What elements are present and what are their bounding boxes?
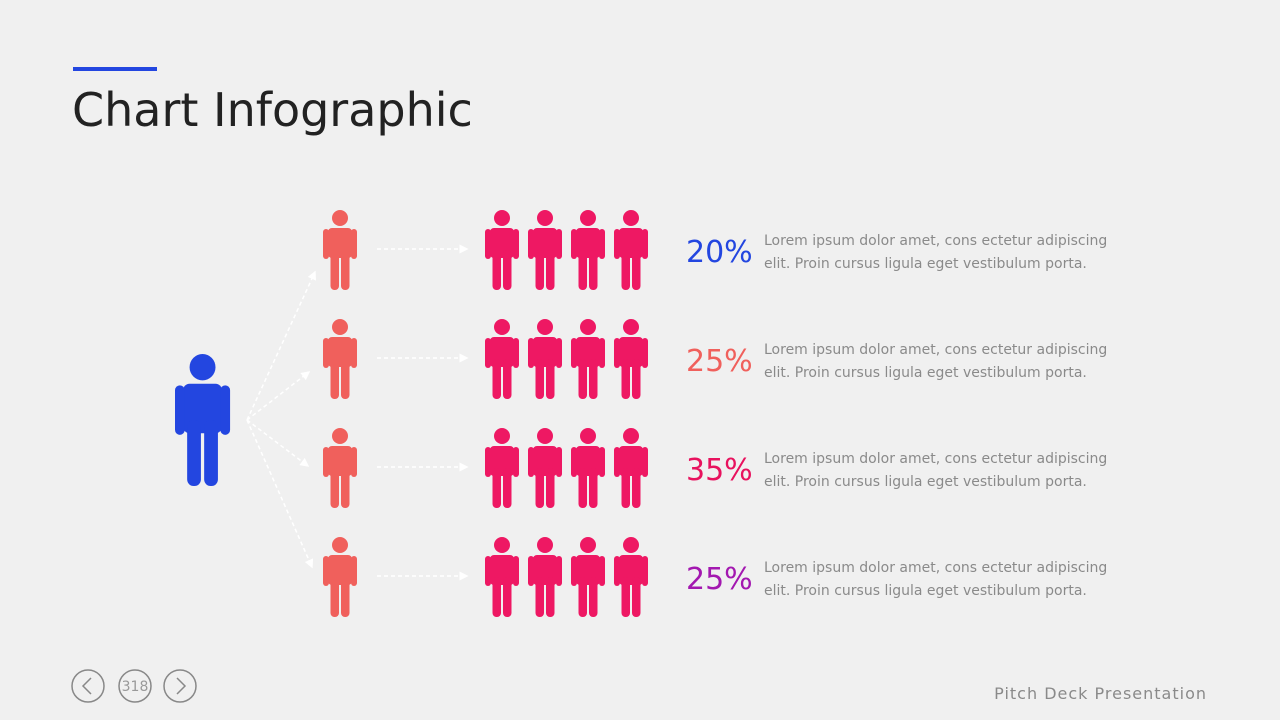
- member-person: [528, 537, 562, 617]
- brand: Pitch Deck Presentation: [994, 684, 1207, 703]
- description: Lorem ipsum dolor amet, cons ectetur adi…: [764, 342, 1107, 358]
- member-person: [571, 319, 605, 399]
- branch-arrow: [246, 419, 310, 467]
- page-number: 318: [122, 679, 149, 695]
- prev-button[interactable]: [71, 669, 105, 703]
- member-person: [485, 210, 519, 290]
- row: 20% Lorem ipsum dolor amet, cons ectetur …: [246, 210, 1107, 421]
- percent: 35%: [686, 453, 753, 488]
- branch-arrow: [246, 270, 316, 421]
- member-person: [571, 210, 605, 290]
- row: 25% Lorem ipsum dolor amet, cons ectetur …: [246, 419, 1107, 617]
- member-person: [614, 428, 648, 508]
- branch-arrow: [246, 419, 314, 569]
- row: 35% Lorem ipsum dolor amet, cons ectetur …: [246, 419, 1107, 508]
- next-button[interactable]: [163, 669, 197, 703]
- title: Chart Infographic: [72, 83, 473, 137]
- group-person: [323, 428, 357, 508]
- description: Lorem ipsum dolor amet, cons ectetur adi…: [764, 451, 1107, 467]
- member-person: [614, 537, 648, 617]
- percent: 25%: [686, 344, 753, 379]
- member-person: [614, 319, 648, 399]
- row: 25% Lorem ipsum dolor amet, cons ectetur …: [246, 319, 1107, 421]
- member-person: [485, 428, 519, 508]
- source-person: [175, 354, 231, 486]
- member-person: [485, 537, 519, 617]
- group-person: [323, 210, 357, 290]
- member-person: [528, 428, 562, 508]
- branch-arrow: [246, 371, 311, 421]
- member-person: [571, 537, 605, 617]
- description: Lorem ipsum dolor amet, cons ectetur adi…: [764, 233, 1107, 249]
- group-person: [323, 537, 357, 617]
- description: elit. Proin cursus ligula eget vestibulu…: [764, 474, 1087, 490]
- description: elit. Proin cursus ligula eget vestibulu…: [764, 583, 1087, 599]
- description: elit. Proin cursus ligula eget vestibulu…: [764, 256, 1087, 272]
- prev-icon: [81, 677, 92, 695]
- title-accent: [73, 67, 157, 71]
- description: Lorem ipsum dolor amet, cons ectetur adi…: [764, 560, 1107, 576]
- percent: 25%: [686, 562, 753, 597]
- member-person: [528, 210, 562, 290]
- next-icon: [176, 677, 187, 695]
- description: elit. Proin cursus ligula eget vestibulu…: [764, 365, 1087, 381]
- nav: 318: [71, 669, 197, 703]
- member-person: [485, 319, 519, 399]
- member-person: [571, 428, 605, 508]
- member-person: [528, 319, 562, 399]
- page-indicator: [118, 669, 152, 703]
- percent: 20%: [686, 235, 753, 270]
- member-person: [614, 210, 648, 290]
- group-person: [323, 319, 357, 399]
- rows: 20% Lorem ipsum dolor amet, cons ectetur …: [246, 210, 1107, 617]
